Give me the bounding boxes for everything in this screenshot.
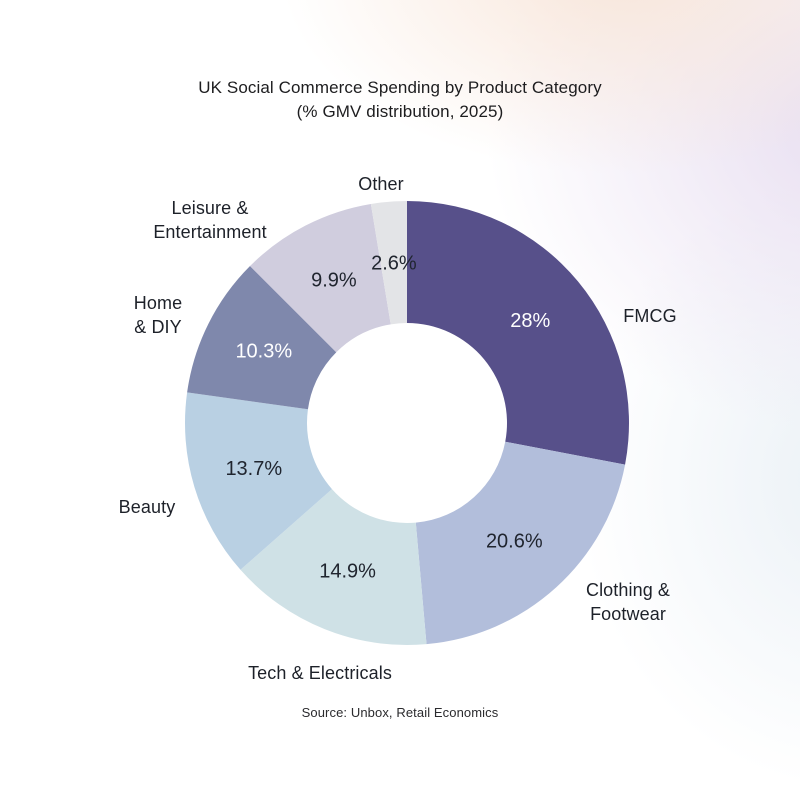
pie-segment-leisure-entertainment (250, 203, 391, 353)
pie-segment-clothing-footwear (415, 441, 626, 645)
category-label-beauty: Beauty (118, 497, 176, 517)
chart-title-line2: (% GMV distribution, 2025) (296, 102, 504, 121)
category-label-fmcg: FMCG (623, 306, 677, 326)
pie-segment-other (370, 201, 407, 325)
value-label-other: 2.6% (371, 253, 417, 275)
category-label-tech-electricals: Tech & Electricals (248, 663, 392, 683)
pie-segment-beauty (185, 392, 332, 570)
value-label-clothing-footwear: 20.6% (486, 531, 543, 553)
value-label-fmcg: 28% (510, 310, 550, 332)
value-label-beauty: 13.7% (225, 458, 282, 480)
pie-segment-tech-electricals (240, 489, 427, 645)
pie-segment-home-diy (187, 266, 337, 410)
value-label-home-diy: 10.3% (235, 341, 292, 363)
category-label-other: Other (358, 174, 404, 194)
category-label-home-diy: Home & DIY (133, 293, 183, 337)
chart-title-line1: UK Social Commerce Spending by Product C… (198, 78, 602, 97)
category-label-clothing-footwear: Clothing & Footwear (585, 580, 671, 624)
value-label-leisure-entertainment: 9.9% (311, 270, 357, 292)
pie-segment-fmcg (407, 201, 630, 465)
value-label-tech-electricals: 14.9% (319, 561, 376, 583)
source-caption: Source: Unbox, Retail Economics (301, 705, 499, 720)
chart-title: UK Social Commerce Spending by Product C… (0, 76, 800, 124)
category-label-leisure-entertainment: Leisure & Entertainment (153, 198, 267, 242)
